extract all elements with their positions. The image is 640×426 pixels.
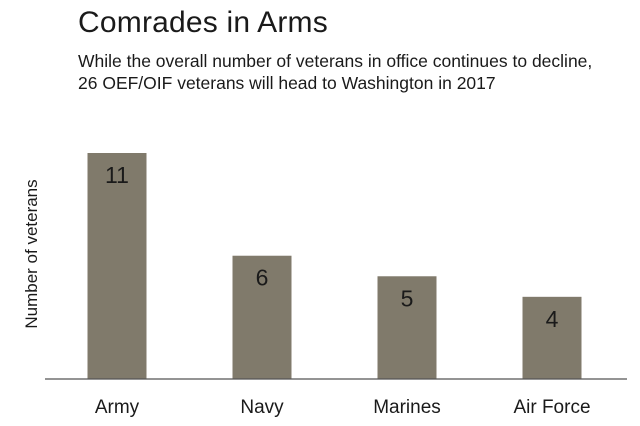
x-tick-label: Navy [240,397,284,418]
data-label: 11 [105,162,129,188]
data-label: 5 [401,285,414,311]
chart-subtitle: While the overall number of veterans in … [78,51,593,93]
data-label: 4 [546,306,559,332]
bar-navy [232,255,292,379]
chart-title: Comrades in Arms [78,6,328,39]
bar-marines [377,276,437,379]
bar-army [87,153,147,379]
data-label: 6 [256,265,269,291]
x-tick-label: Air Force [513,397,590,418]
x-tick-label: Army [95,397,140,418]
bar-air-force [522,296,582,379]
x-tick-label: Marines [373,397,441,418]
